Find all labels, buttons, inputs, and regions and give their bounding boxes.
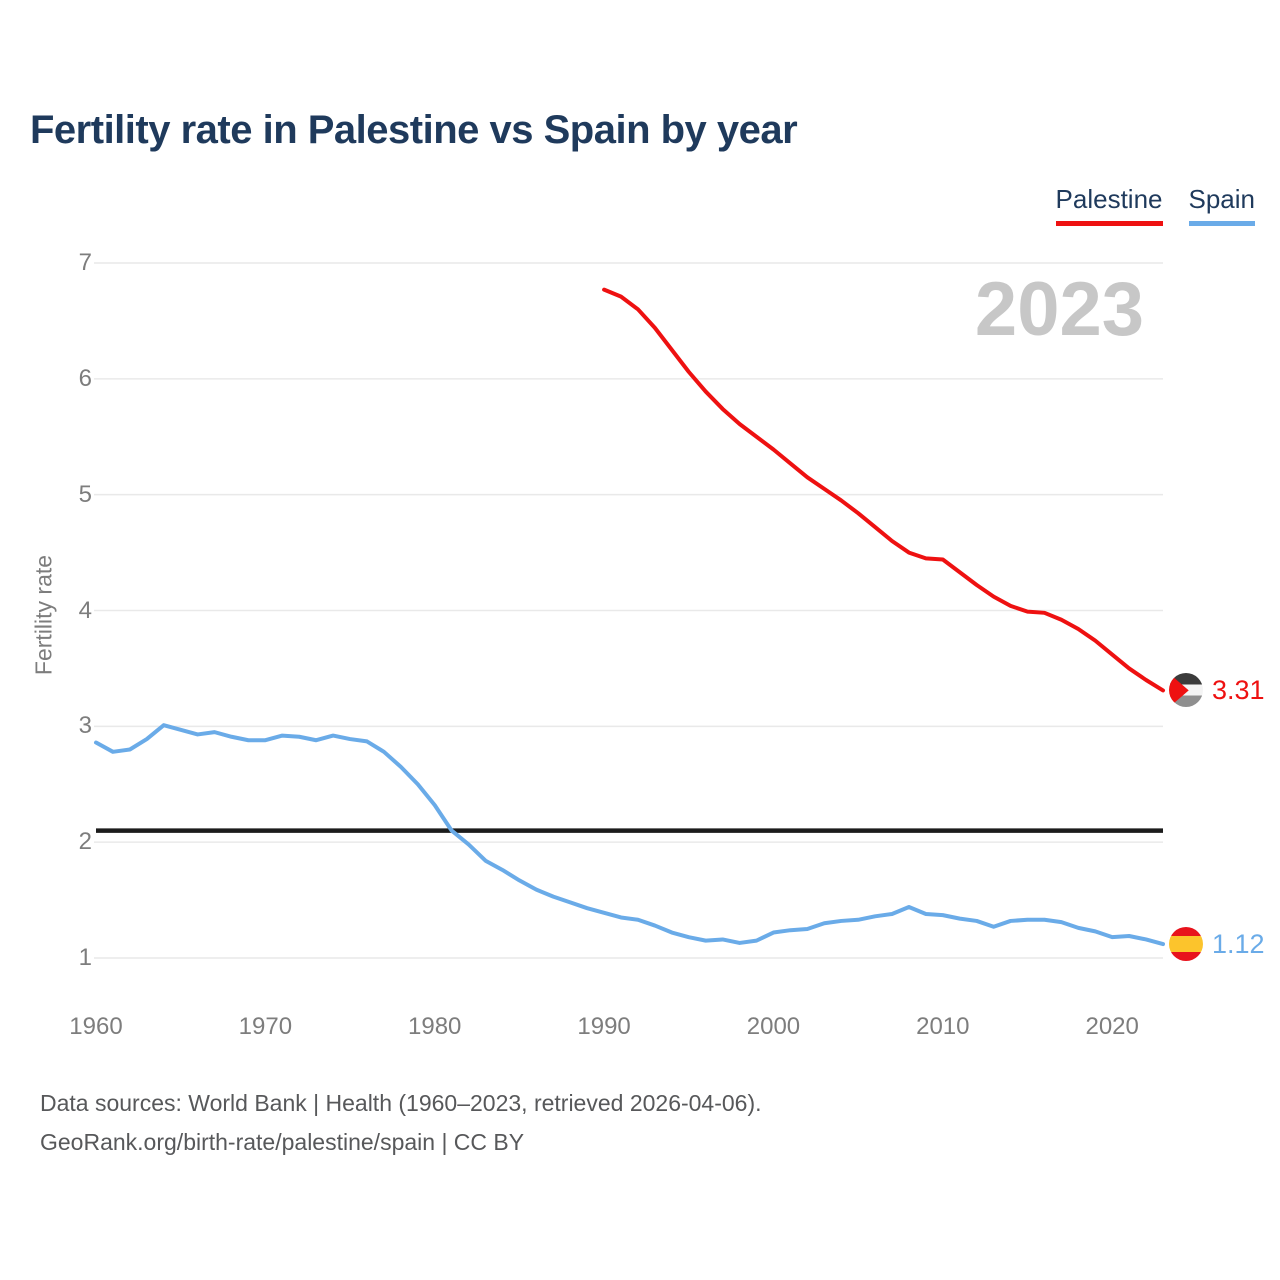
end-value-palestine: 3.31 [1212, 674, 1265, 705]
legend-item-spain[interactable]: Spain [1188, 184, 1255, 226]
legend: Palestine Spain [1055, 184, 1255, 226]
watermark-year: 2023 [974, 267, 1144, 352]
series-line-spain [94, 723, 1165, 947]
y-tick-5: 5 [78, 480, 92, 508]
page-title: Fertility rate in Palestine vs Spain by … [30, 108, 798, 152]
y-tick-2: 2 [78, 828, 92, 856]
legend-item-palestine[interactable]: Palestine [1055, 184, 1163, 226]
palestine-flag-triangle [1169, 673, 1189, 708]
y-tick-7: 7 [78, 249, 92, 276]
y-tick-4: 4 [78, 596, 92, 624]
x-tick-1980: 1980 [408, 1013, 462, 1040]
x-tick-1970: 1970 [238, 1013, 293, 1040]
palestine-flag-icon [1169, 673, 1203, 708]
x-tick-1990: 1990 [577, 1013, 631, 1040]
footer-sources: Data sources: World Bank | Health (1960–… [40, 1090, 762, 1116]
y-tick-6: 6 [78, 364, 92, 392]
footer: Data sources: World Bank | Health (1960–… [40, 1084, 762, 1162]
end-label-palestine: 3.31 [1169, 673, 1265, 708]
series-line-palestine [602, 287, 1165, 693]
y-tick-1: 1 [78, 944, 92, 971]
x-tick-1960: 1960 [69, 1013, 123, 1040]
spain-flag-icon [1169, 927, 1203, 962]
footer-attribution: GeoRank.org/birth-rate/palestine/spain |… [40, 1129, 525, 1155]
y-tick-3: 3 [78, 712, 92, 740]
x-tick-2000: 2000 [746, 1013, 801, 1040]
end-label-spain: 1.12 [1169, 927, 1265, 962]
x-tick-2010: 2010 [916, 1013, 970, 1040]
x-tick-2020: 2020 [1085, 1013, 1139, 1040]
end-value-spain: 1.12 [1212, 928, 1265, 959]
